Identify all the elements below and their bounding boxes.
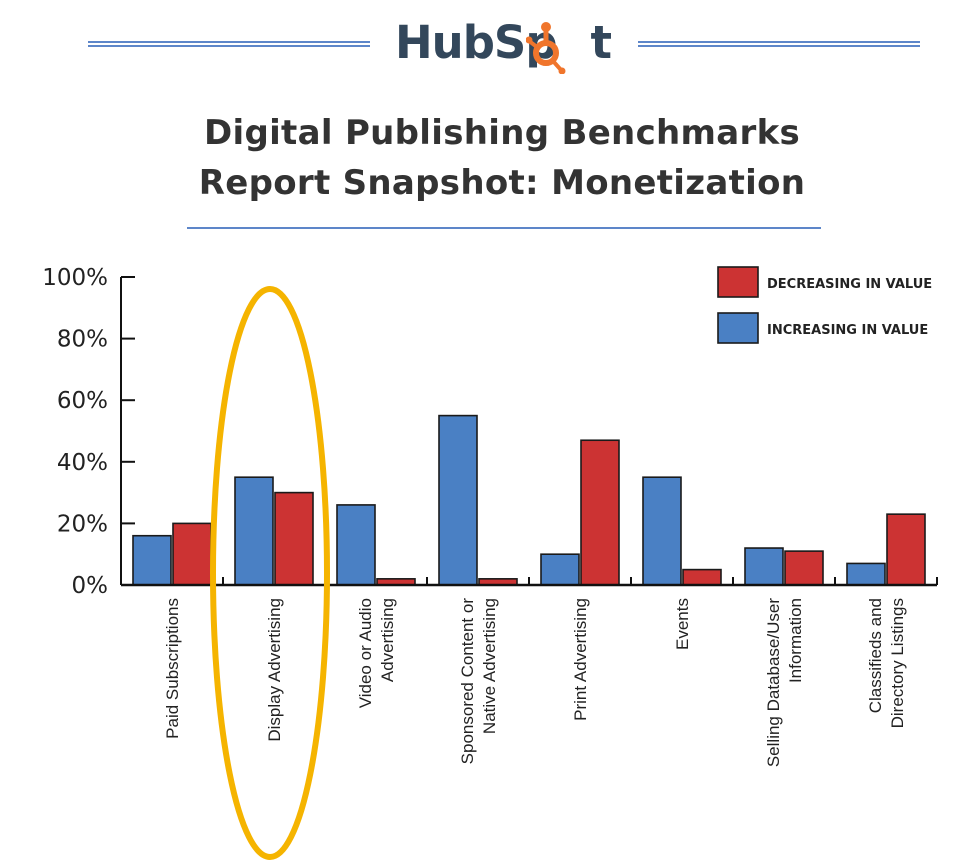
category-label: Native Advertising xyxy=(480,598,499,734)
report-header: HubSp t Digital Publishing Benchmarks Rep… xyxy=(0,0,975,250)
logo-text-end: t xyxy=(590,16,612,69)
report-title: Digital Publishing Benchmarks Report Sna… xyxy=(0,108,975,208)
category-labels: Paid Subscriptions Display Advertising Vid… xyxy=(163,598,907,767)
highlight-ellipse xyxy=(210,286,330,860)
y-axis: 0% 20% 40% 60% 80% 100% xyxy=(42,265,135,599)
category-label: Video or Audio xyxy=(356,598,375,708)
y-tick-label: 0% xyxy=(72,573,109,599)
y-tick-label: 100% xyxy=(42,265,108,291)
y-tick-label: 20% xyxy=(57,511,108,537)
y-tick-label: 60% xyxy=(57,388,108,414)
header-rule-left xyxy=(88,41,370,47)
category-label: Directory Listings xyxy=(888,598,907,728)
category-label: Advertising xyxy=(378,598,397,682)
bar-decreasing xyxy=(886,513,926,586)
title-line-2: Report Snapshot: Monetization xyxy=(198,163,806,203)
sprocket-icon xyxy=(526,22,566,74)
category-label: Classifieds and xyxy=(866,598,885,713)
bar-increasing xyxy=(846,562,886,586)
bar-increasing xyxy=(540,553,580,586)
y-tick-label: 80% xyxy=(57,327,108,353)
y-tick-label: 40% xyxy=(57,450,108,476)
bar-chart: 0% 20% 40% 60% 80% 100% Paid Subscriptions Dis… xyxy=(42,265,938,860)
category-label: Sponsored Content or xyxy=(458,598,477,765)
legend-label: INCREASING IN VALUE xyxy=(767,323,928,338)
bar-decreasing xyxy=(580,439,620,586)
category-label: Print Advertising xyxy=(571,598,590,721)
category-label: Information xyxy=(786,598,805,683)
title-underline xyxy=(187,227,821,229)
header-rule-right xyxy=(638,41,920,47)
legend-swatch xyxy=(717,312,759,344)
bars xyxy=(132,414,926,586)
category-label: Selling Database/User xyxy=(764,598,783,767)
title-line-1: Digital Publishing Benchmarks xyxy=(203,113,801,153)
bar-increasing xyxy=(642,476,682,586)
category-label: Paid Subscriptions xyxy=(163,598,182,739)
hubspot-logo: HubSp t xyxy=(395,12,625,74)
bar-increasing xyxy=(744,547,784,586)
category-label: Events xyxy=(673,598,692,650)
bar-decreasing xyxy=(784,550,824,586)
legend-swatch xyxy=(717,266,759,298)
bar-decreasing xyxy=(274,491,314,586)
category-label: Display Advertising xyxy=(265,598,284,742)
bar-decreasing xyxy=(172,522,212,586)
bar-increasing xyxy=(438,414,478,586)
bar-increasing xyxy=(234,476,274,586)
bar-decreasing xyxy=(682,568,722,586)
bar-increasing xyxy=(132,534,172,586)
legend: DECREASING IN VALUE INCREASING IN VALUE xyxy=(717,266,932,344)
bar-increasing xyxy=(336,504,376,586)
legend-label: DECREASING IN VALUE xyxy=(767,277,932,292)
